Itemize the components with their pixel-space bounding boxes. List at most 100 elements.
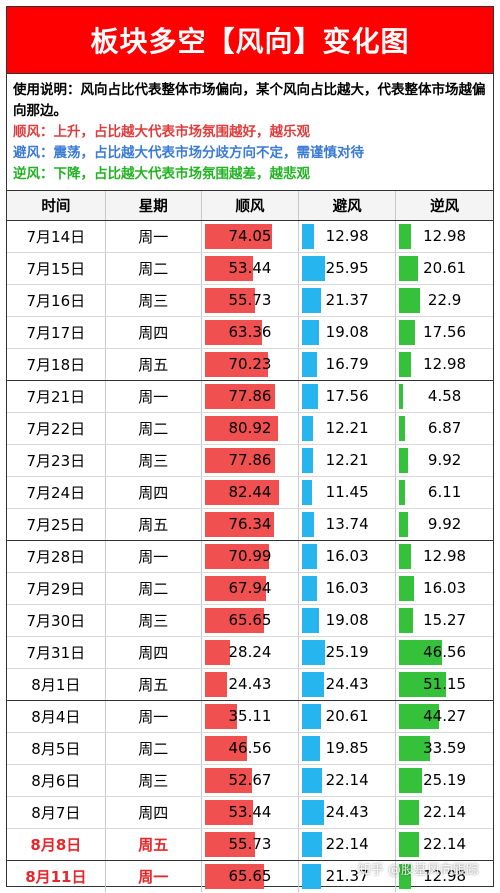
weekday-cell: 周三: [105, 604, 202, 637]
ni-bar: [399, 704, 440, 729]
bi-bar: [302, 832, 323, 857]
bi-value: 24.43: [325, 675, 369, 693]
weekday-cell: 周一: [105, 220, 202, 253]
shun-bar: [204, 640, 231, 665]
ni-bar: [399, 448, 409, 473]
ni-bar: [399, 832, 420, 857]
date-cell: 8月6日: [7, 764, 106, 797]
ni-cell: 22.9: [395, 284, 493, 317]
ni-cell: 25.19: [395, 764, 493, 797]
date-cell: 7月23日: [7, 444, 106, 477]
shun-bar: [204, 672, 227, 697]
table-row: 7月25日 周五 76.34 13.74 9.92: [7, 508, 493, 541]
date-cell: 7月25日: [7, 508, 106, 541]
table-row: 8月7日 周四 53.44 24.43 22.14: [7, 796, 493, 829]
date-cell: 7月22日: [7, 412, 106, 445]
page-title: 板块多空【风向】变化图: [7, 7, 493, 74]
date-cell: 7月21日: [7, 380, 106, 413]
weekday-cell: 周二: [105, 572, 202, 605]
ni-value: 6.11: [427, 483, 462, 501]
bi-cell: 16.79: [298, 348, 397, 381]
ni-value: 33.59: [423, 739, 467, 757]
weekday-cell: 周一: [105, 380, 202, 413]
bi-bar: [302, 416, 314, 441]
bi-cell: 22.14: [298, 828, 397, 861]
bi-value: 21.37: [325, 291, 369, 309]
ni-value: 12.98: [423, 227, 467, 245]
shun-cell: 80.92: [201, 412, 300, 445]
date-cell: 7月29日: [7, 572, 106, 605]
shun-bar: [204, 448, 276, 473]
ni-bar: [399, 288, 421, 313]
bi-cell: 21.37: [298, 860, 397, 892]
ni-cell: 15.27: [395, 604, 493, 637]
date-cell: 7月28日: [7, 540, 106, 573]
ni-bar: [399, 384, 404, 409]
bi-value: 13.74: [325, 515, 369, 533]
table-row: 7月28日 周一 70.99 16.03 12.98: [7, 540, 493, 573]
weekday-cell: 周五: [105, 508, 202, 541]
shun-cell: 55.73: [201, 284, 300, 317]
ni-bar: [399, 672, 446, 697]
shun-bar: [204, 224, 272, 249]
ni-cell: 20.61: [395, 252, 493, 285]
shun-cell: 28.24: [201, 636, 300, 669]
shun-cell: 63.36: [201, 316, 300, 349]
shun-bar: [204, 512, 274, 537]
weekday-cell: 周五: [105, 668, 202, 701]
ni-cell: 4.58: [395, 380, 493, 413]
bi-bar: [302, 672, 325, 697]
bi-cell: 24.43: [298, 796, 397, 829]
ni-cell: 12.98: [396, 861, 493, 893]
bi-bar: [302, 256, 326, 281]
date-cell: 8月11日: [7, 860, 106, 892]
shun-cell: 74.05: [201, 220, 300, 253]
shun-cell: 77.86: [201, 444, 300, 477]
shun-cell: 76.34: [201, 508, 300, 541]
shun-bar: [204, 576, 267, 601]
table-row: 7月16日 周三 55.73 21.37 22.9: [7, 284, 493, 317]
shun-bar: [204, 768, 253, 793]
bi-value: 16.03: [325, 579, 369, 597]
weekday-cell: 周二: [105, 252, 202, 285]
bi-cell: 12.98: [298, 220, 397, 253]
ni-bar: [399, 864, 412, 889]
table-row: 7月14日 周一 74.05 12.98 12.98: [7, 220, 493, 253]
bi-bar: [302, 320, 320, 345]
weekday-cell: 周二: [105, 732, 202, 765]
bi-value: 12.21: [325, 451, 369, 469]
bi-value: 12.98: [325, 227, 369, 245]
watermark: 知乎 @股基风向跟踪: [357, 863, 479, 878]
date-cell: 7月16日: [7, 284, 106, 317]
table-row: 7月30日 周三 65.65 19.08 15.27: [7, 604, 493, 637]
shun-value: 65.65: [228, 867, 272, 885]
shun-value: 52.67: [228, 771, 272, 789]
shun-bar: [204, 704, 237, 729]
bi-cell: 13.74: [298, 508, 397, 541]
ni-cell: 9.92: [395, 508, 493, 541]
bi-value: 22.14: [325, 835, 369, 853]
wind-table: 时间 星期 顺风 避风 逆风 7月14日 周一 74.05 12.98 12.98 7月1…: [7, 191, 493, 892]
data-sheet: 板块多空【风向】变化图 使用说明：风向占比代表整体市场偏向，某个风向占比越大，代…: [6, 6, 494, 892]
shun-value: 70.99: [228, 547, 272, 565]
weekday-cell: 周一: [105, 540, 202, 573]
shun-value: 53.44: [228, 259, 272, 277]
shun-cell: 65.65: [201, 604, 300, 637]
bi-value: 16.03: [325, 547, 369, 565]
ni-value: 44.27: [423, 707, 467, 725]
date-cell: 8月1日: [7, 668, 106, 701]
shun-cell: 65.65: [201, 860, 300, 892]
table-row: 8月5日 周二 46.56 19.85 33.59: [7, 732, 493, 765]
shun-bar: [204, 256, 254, 281]
weekday-cell: 周一: [105, 860, 202, 892]
date-cell: 7月15日: [7, 252, 106, 285]
bi-bar: [302, 608, 320, 633]
weekday-cell: 周三: [105, 444, 202, 477]
shun-cell: 53.44: [201, 796, 300, 829]
bi-bar: [302, 576, 317, 601]
bi-cell: 25.19: [298, 636, 397, 669]
ni-bar: [399, 352, 412, 377]
bi-value: 22.14: [325, 771, 369, 789]
shun-explanation: 顺风：上升，占比越大代表市场氛围越好，越乐观: [13, 124, 310, 140]
table-row: 7月17日 周四 63.36 19.08 17.56: [7, 316, 493, 349]
